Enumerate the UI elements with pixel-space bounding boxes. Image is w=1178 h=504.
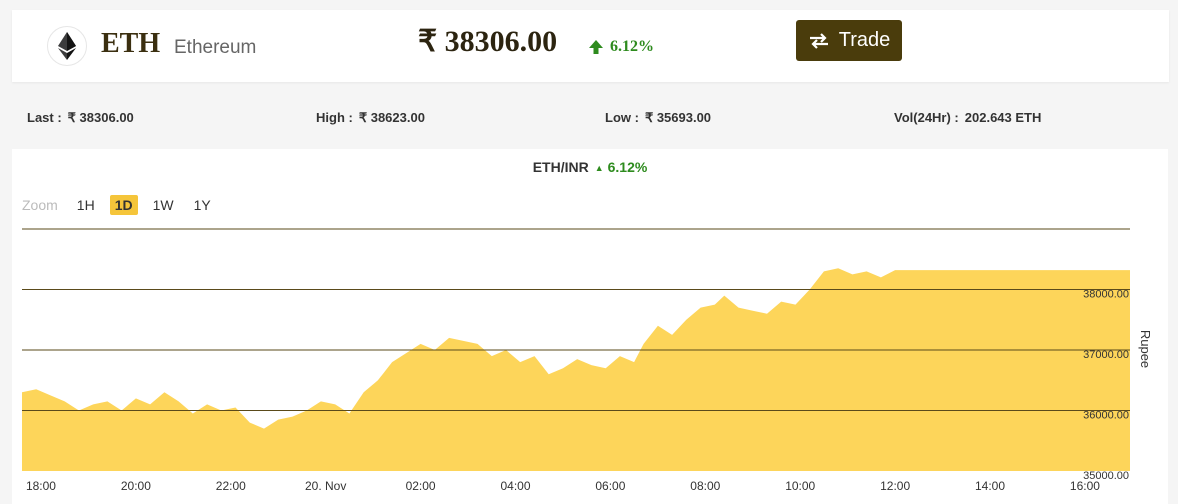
x-tick-label: 06:00 xyxy=(595,479,625,493)
zoom-1h-button[interactable]: 1H xyxy=(76,197,95,213)
trade-button[interactable]: Trade xyxy=(796,20,902,61)
stat-last: Last : ₹ 38306.00 xyxy=(27,110,134,126)
stat-low-value: ₹ 35693.00 xyxy=(644,110,712,125)
y-axis-label: Rupee xyxy=(1138,330,1153,368)
zoom-label: Zoom xyxy=(22,197,58,213)
x-tick-label: 14:00 xyxy=(975,479,1005,493)
chart-change: 6.12% xyxy=(607,159,648,175)
stat-low: Low : ₹ 35693.00 xyxy=(605,110,711,126)
chart-pair: ETH/INR xyxy=(532,159,589,175)
price-area-chart[interactable]: 35000.00 36000.00 37000.00 38000.00 18:00 20:… xyxy=(12,149,1168,504)
y-tick-label: 38000.00 xyxy=(1083,289,1129,301)
x-tick-label: 18:00 xyxy=(26,479,56,493)
x-tick-label: 04:00 xyxy=(500,479,530,493)
x-tick-label: 08:00 xyxy=(690,479,720,493)
stat-last-label: Last : xyxy=(27,110,62,125)
x-tick-label: 16:00 xyxy=(1070,479,1100,493)
coin-name: Ethereum xyxy=(174,37,257,58)
zoom-1w-button[interactable]: 1W xyxy=(152,197,174,213)
x-tick-label: 22:00 xyxy=(216,479,246,493)
price-change: 6.12% xyxy=(588,38,654,56)
triangle-up-icon: ▲ xyxy=(594,163,604,173)
arrow-up-icon xyxy=(589,40,603,54)
stat-low-label: Low : xyxy=(605,110,639,125)
y-tick-label: 35000.00 xyxy=(1083,470,1129,482)
stat-volume-value: 202.643 ETH xyxy=(964,110,1042,125)
x-tick-label: 12:00 xyxy=(880,479,910,493)
trade-button-label: Trade xyxy=(838,29,891,51)
stat-volume-label: Vol(24Hr) : xyxy=(894,110,959,125)
coin-header: ETH Ethereum ₹ 38306.00 6.12% Trade xyxy=(12,10,1169,82)
coin-symbol: ETH xyxy=(101,28,161,59)
y-tick-label: 36000.00 xyxy=(1083,410,1129,422)
stat-high: High : ₹ 38623.00 xyxy=(316,110,425,126)
x-tick-label: 20. Nov xyxy=(305,479,346,493)
swap-arrows-icon xyxy=(809,32,828,49)
stat-last-value: ₹ 38306.00 xyxy=(67,110,134,125)
zoom-1d-button[interactable]: 1D xyxy=(109,195,138,215)
y-tick-label: 37000.00 xyxy=(1083,349,1129,361)
zoom-bar: Zoom 1H 1D 1W 1Y xyxy=(22,195,226,215)
ethereum-icon xyxy=(47,26,87,66)
price-area xyxy=(22,268,1130,471)
x-tick-label: 20:00 xyxy=(121,479,151,493)
price-chart-card: ETH/INR ▲ 6.12% Zoom 1H 1D 1W 1Y 35000.00 3… xyxy=(12,149,1168,504)
stat-volume: Vol(24Hr) : 202.643 ETH xyxy=(894,110,1041,125)
stat-high-value: ₹ 38623.00 xyxy=(358,110,425,125)
x-tick-label: 10:00 xyxy=(785,479,815,493)
x-tick-label: 02:00 xyxy=(406,479,436,493)
stat-high-label: High : xyxy=(316,110,353,125)
current-price: ₹ 38306.00 xyxy=(418,25,558,58)
market-stats: Last : ₹ 38306.00 High : ₹ 38623.00 Low : ₹… xyxy=(0,110,1178,128)
zoom-1y-button[interactable]: 1Y xyxy=(193,197,211,213)
price-change-percent: 6.12% xyxy=(610,38,654,55)
chart-title: ETH/INR ▲ 6.12% xyxy=(12,159,1168,175)
